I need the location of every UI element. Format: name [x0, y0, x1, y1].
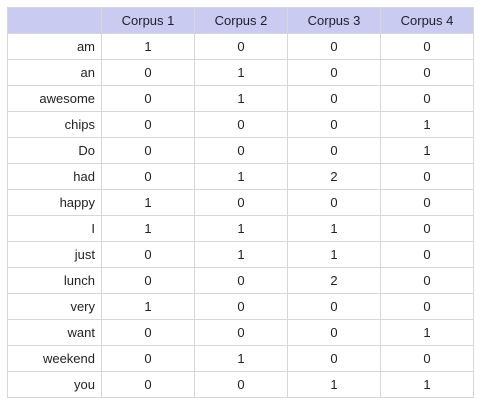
count-cell-corpus-1: 0 [101, 137, 195, 164]
count-cell-corpus-1: 0 [101, 267, 195, 294]
table-row: Do 0 0 0 1 [7, 137, 474, 164]
count-cell-corpus-4: 0 [380, 189, 474, 216]
row-term-label: had [7, 163, 102, 190]
count-cell-corpus-2: 1 [194, 163, 288, 190]
row-term-label: Do [7, 137, 102, 164]
count-cell-corpus-2: 1 [194, 215, 288, 242]
count-cell-corpus-1: 0 [101, 345, 195, 372]
row-term-label: I [7, 215, 102, 242]
term-frequency-table-wrapper: Corpus 1 Corpus 2 Corpus 3 Corpus 4 am 1 0… [7, 7, 474, 398]
count-cell-corpus-4: 0 [380, 215, 474, 242]
count-cell-corpus-3: 1 [287, 215, 381, 242]
table-row: chips 0 0 0 1 [7, 111, 474, 138]
count-cell-corpus-3: 2 [287, 267, 381, 294]
count-cell-corpus-1: 0 [101, 319, 195, 346]
count-cell-corpus-1: 0 [101, 85, 195, 112]
count-cell-corpus-2: 1 [194, 59, 288, 86]
term-frequency-table: Corpus 1 Corpus 2 Corpus 3 Corpus 4 am 1 0… [7, 7, 474, 398]
count-cell-corpus-2: 1 [194, 85, 288, 112]
count-cell-corpus-3: 0 [287, 85, 381, 112]
count-cell-corpus-4: 1 [380, 319, 474, 346]
count-cell-corpus-2: 1 [194, 345, 288, 372]
table-row: awesome 0 1 0 0 [7, 85, 474, 112]
count-cell-corpus-1: 1 [101, 215, 195, 242]
count-cell-corpus-2: 0 [194, 267, 288, 294]
header-row: Corpus 1 Corpus 2 Corpus 3 Corpus 4 [7, 7, 474, 34]
table-row: very 1 0 0 0 [7, 293, 474, 320]
row-term-label: am [7, 33, 102, 60]
count-cell-corpus-2: 0 [194, 137, 288, 164]
count-cell-corpus-2: 1 [194, 241, 288, 268]
count-cell-corpus-3: 0 [287, 59, 381, 86]
count-cell-corpus-3: 1 [287, 241, 381, 268]
count-cell-corpus-3: 0 [287, 137, 381, 164]
row-term-label: very [7, 293, 102, 320]
column-header-corpus-2: Corpus 2 [194, 7, 288, 34]
count-cell-corpus-1: 0 [101, 163, 195, 190]
column-header-corpus-3: Corpus 3 [287, 7, 381, 34]
count-cell-corpus-2: 0 [194, 293, 288, 320]
header-corner-cell [7, 7, 102, 34]
row-term-label: weekend [7, 345, 102, 372]
table-row: an 0 1 0 0 [7, 59, 474, 86]
count-cell-corpus-3: 0 [287, 319, 381, 346]
table-row: happy 1 0 0 0 [7, 189, 474, 216]
row-term-label: an [7, 59, 102, 86]
table-row: just 0 1 1 0 [7, 241, 474, 268]
column-header-corpus-4: Corpus 4 [380, 7, 474, 34]
count-cell-corpus-3: 2 [287, 163, 381, 190]
row-term-label: want [7, 319, 102, 346]
row-term-label: chips [7, 111, 102, 138]
row-term-label: lunch [7, 267, 102, 294]
count-cell-corpus-4: 0 [380, 163, 474, 190]
count-cell-corpus-2: 0 [194, 189, 288, 216]
table-row: am 1 0 0 0 [7, 33, 474, 60]
row-term-label: you [7, 371, 102, 398]
count-cell-corpus-4: 1 [380, 371, 474, 398]
table-row: want 0 0 0 1 [7, 319, 474, 346]
count-cell-corpus-4: 0 [380, 59, 474, 86]
count-cell-corpus-4: 1 [380, 111, 474, 138]
count-cell-corpus-4: 0 [380, 293, 474, 320]
count-cell-corpus-4: 0 [380, 241, 474, 268]
count-cell-corpus-1: 1 [101, 189, 195, 216]
table-body: am 1 0 0 0 an 0 1 0 0 awesome 0 1 0 0 chips 0 0 0 1 Do 0 0 0 1 ha… [7, 33, 474, 398]
count-cell-corpus-4: 0 [380, 33, 474, 60]
count-cell-corpus-3: 0 [287, 111, 381, 138]
count-cell-corpus-4: 1 [380, 137, 474, 164]
count-cell-corpus-3: 0 [287, 33, 381, 60]
row-term-label: happy [7, 189, 102, 216]
count-cell-corpus-4: 0 [380, 267, 474, 294]
count-cell-corpus-2: 0 [194, 33, 288, 60]
row-term-label: awesome [7, 85, 102, 112]
table-row: had 0 1 2 0 [7, 163, 474, 190]
count-cell-corpus-3: 0 [287, 345, 381, 372]
table-row: you 0 0 1 1 [7, 371, 474, 398]
column-header-corpus-1: Corpus 1 [101, 7, 195, 34]
count-cell-corpus-3: 1 [287, 371, 381, 398]
count-cell-corpus-2: 0 [194, 319, 288, 346]
count-cell-corpus-2: 0 [194, 111, 288, 138]
count-cell-corpus-1: 0 [101, 59, 195, 86]
count-cell-corpus-3: 0 [287, 293, 381, 320]
count-cell-corpus-1: 0 [101, 241, 195, 268]
count-cell-corpus-1: 0 [101, 371, 195, 398]
count-cell-corpus-3: 0 [287, 189, 381, 216]
count-cell-corpus-4: 0 [380, 345, 474, 372]
row-term-label: just [7, 241, 102, 268]
count-cell-corpus-2: 0 [194, 371, 288, 398]
count-cell-corpus-1: 1 [101, 293, 195, 320]
count-cell-corpus-1: 0 [101, 111, 195, 138]
count-cell-corpus-4: 0 [380, 85, 474, 112]
table-row: weekend 0 1 0 0 [7, 345, 474, 372]
count-cell-corpus-1: 1 [101, 33, 195, 60]
table-row: lunch 0 0 2 0 [7, 267, 474, 294]
